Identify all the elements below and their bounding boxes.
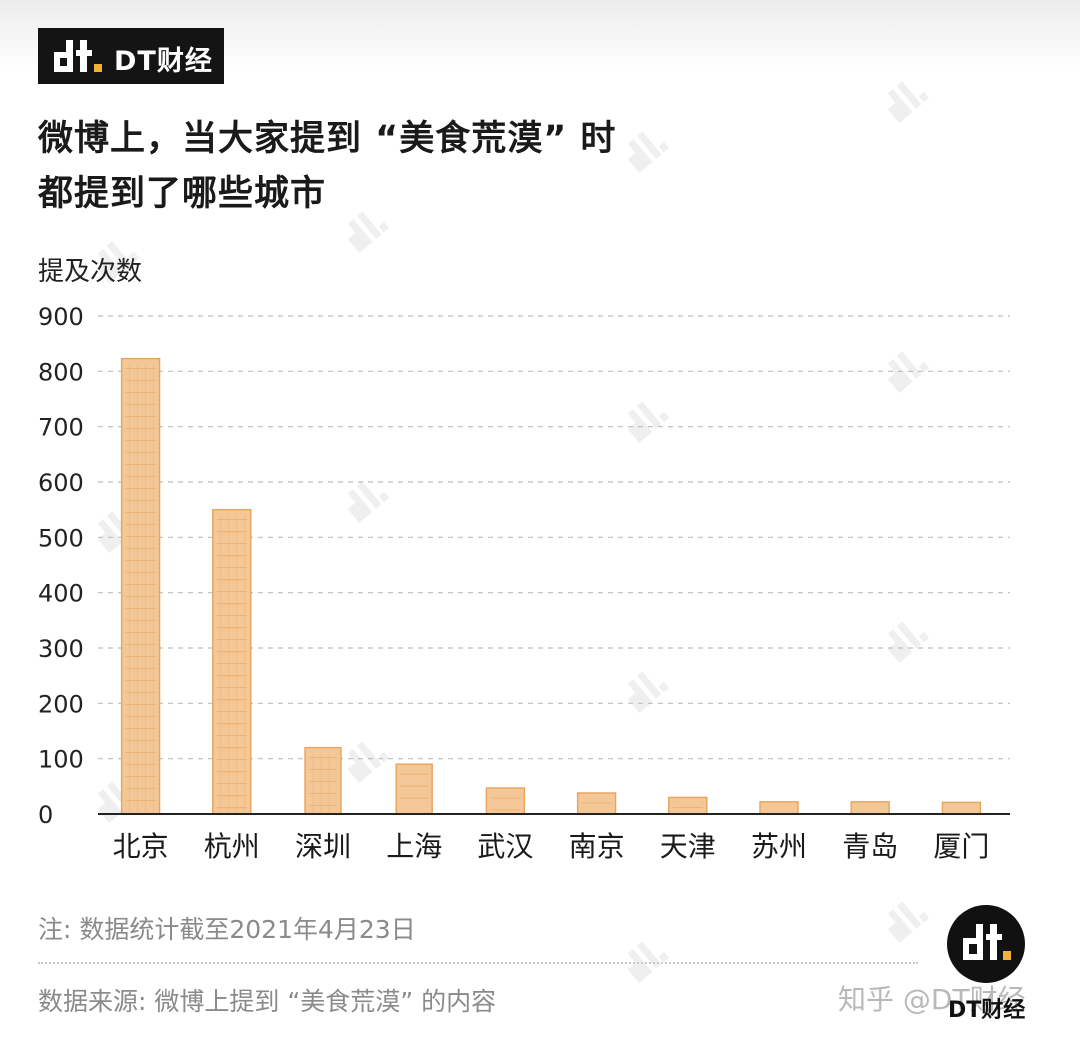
x-tick-label: 杭州 <box>204 830 260 863</box>
y-tick-label: 0 <box>38 801 53 829</box>
bar <box>304 746 342 815</box>
bar <box>485 787 526 815</box>
footer-divider <box>38 962 918 964</box>
y-tick-label: 600 <box>38 469 84 497</box>
x-tick-label: 苏州 <box>751 830 807 863</box>
zhihu-watermark: 知乎 @DT财经 <box>838 983 1026 1016</box>
x-tick-label: 天津 <box>660 830 716 863</box>
bar-body <box>576 792 617 815</box>
bar <box>850 801 890 815</box>
y-tick-label: 500 <box>38 524 84 552</box>
title-line-1: 微博上，当大家提到 “美食荒漠” 时 <box>38 119 617 159</box>
bar <box>212 508 252 815</box>
x-tick-label: 青岛 <box>842 830 898 863</box>
bar-body <box>395 763 433 815</box>
x-tick-label: 南京 <box>569 830 625 863</box>
footnote: 注: 数据统计截至2021年4月23日 <box>38 915 416 944</box>
x-tick-label: 厦门 <box>933 830 989 863</box>
bar-body <box>759 801 799 815</box>
y-tick-label: 100 <box>38 746 84 774</box>
watermark-mark <box>627 131 670 173</box>
watermark-mark <box>887 901 930 943</box>
chart-title: 微博上，当大家提到 “美食荒漠” 时 都提到了哪些城市 <box>38 112 616 222</box>
y-tick-label: 300 <box>38 635 84 663</box>
data-source: 数据来源: 微博上提到 “美食荒漠” 的内容 <box>38 987 497 1016</box>
bar <box>668 796 708 815</box>
bar-body <box>850 801 890 815</box>
bar <box>120 357 161 815</box>
bar-body <box>120 357 161 815</box>
badge-label: DT财经 <box>948 998 1026 1023</box>
bar-body <box>212 508 252 815</box>
y-axis-title: 提及次数 <box>38 257 143 287</box>
bar <box>941 801 982 815</box>
x-tick-label: 北京 <box>113 830 169 863</box>
x-tick-label: 武汉 <box>477 830 533 863</box>
bar-chart: 0 100 200 300 400 500 600 700 800 900 北京 杭州 深圳 上海 武汉 南京… <box>38 303 1010 863</box>
y-tick-label: 400 <box>38 580 84 608</box>
y-tick-label: 900 <box>38 303 84 331</box>
x-tick-label: 上海 <box>386 830 442 863</box>
bar-body <box>941 801 982 815</box>
bar <box>759 801 799 815</box>
watermark-mark <box>627 941 670 983</box>
bar-body <box>668 796 708 815</box>
y-tick-label: 700 <box>38 414 84 442</box>
title-line-2: 都提到了哪些城市 <box>38 174 327 214</box>
y-tick-label: 800 <box>38 358 84 386</box>
dt-badge-icon <box>947 905 1025 983</box>
dt-logo-icon <box>54 40 102 72</box>
watermark-mark <box>887 81 930 123</box>
brand-logo: DT财经 <box>38 28 224 84</box>
y-tick-label: 200 <box>38 690 84 718</box>
bar <box>395 763 433 815</box>
x-tick-label: 深圳 <box>295 830 351 863</box>
bar <box>576 792 617 815</box>
bar-body <box>304 746 342 815</box>
logo-text: DT财经 <box>114 46 213 77</box>
